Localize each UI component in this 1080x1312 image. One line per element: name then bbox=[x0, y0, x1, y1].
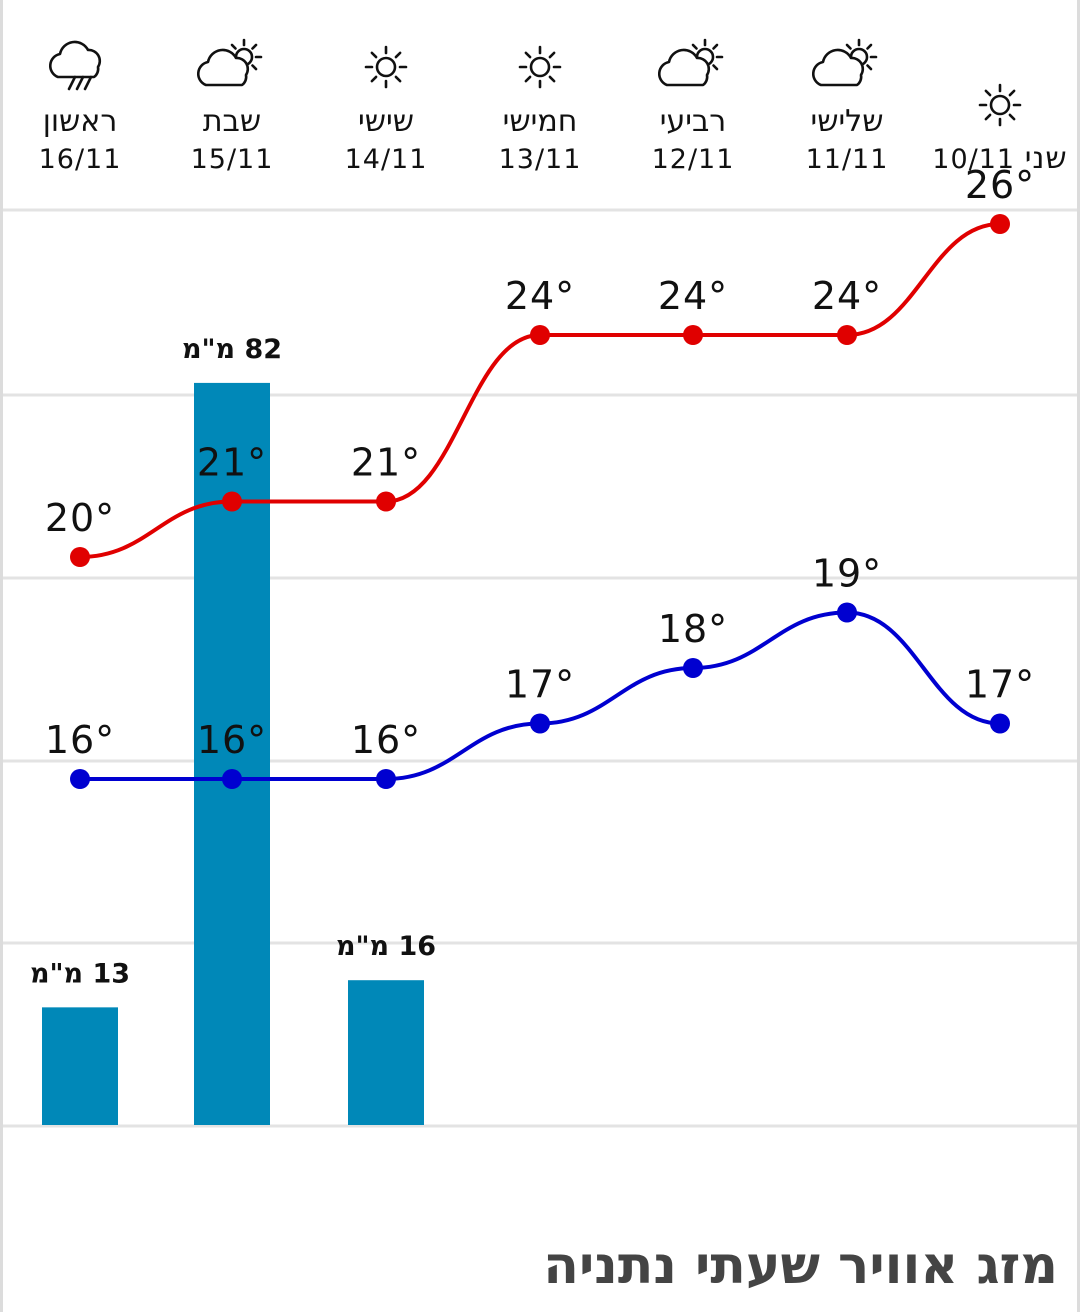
temperature-label: 24° bbox=[505, 274, 575, 318]
temperature-label: 18° bbox=[658, 607, 728, 651]
day-name: חמישי bbox=[503, 104, 578, 139]
temperature-point bbox=[990, 713, 1010, 734]
temperature-point bbox=[837, 325, 857, 345]
precipitation-bar bbox=[348, 980, 424, 1125]
day-name: ראשון bbox=[43, 104, 118, 139]
temperature-label: 17° bbox=[505, 663, 575, 707]
partly-cloudy-icon bbox=[196, 38, 263, 87]
temperature-label: 21° bbox=[197, 441, 267, 485]
temperature-point bbox=[530, 713, 550, 734]
temperature-label: 24° bbox=[658, 274, 728, 318]
temperature-point bbox=[376, 491, 396, 512]
day-date: 13/11 bbox=[499, 144, 582, 175]
day-name: שלישי bbox=[811, 104, 884, 139]
temperature-point bbox=[376, 769, 396, 789]
day-name: רביעי bbox=[660, 104, 726, 139]
day-header: 10/11 שני שלישי 11/11 רביעי 12/11 חמישי 13/11 ש… bbox=[39, 38, 1067, 176]
day-date: 11/11 bbox=[806, 144, 889, 175]
temperature-point bbox=[990, 214, 1010, 234]
temperature-point bbox=[70, 547, 90, 567]
temperature-label: 16° bbox=[45, 718, 115, 762]
temperature-label: 20° bbox=[45, 496, 115, 540]
temperature-label: 16° bbox=[197, 718, 267, 762]
page-title: מזג אוויר שעתי נתניה bbox=[543, 1236, 1058, 1296]
temperature-point bbox=[530, 325, 550, 345]
temperature-point bbox=[837, 602, 857, 623]
temperature-point bbox=[683, 658, 703, 678]
temperature-label: 16° bbox=[351, 718, 421, 762]
partly-cloudy-icon bbox=[811, 38, 878, 87]
day-date: 15/11 bbox=[191, 144, 274, 175]
temperature-lines bbox=[70, 214, 1010, 789]
temperature-label: 26° bbox=[965, 163, 1035, 207]
sun-icon bbox=[978, 83, 1022, 127]
frame-left-border bbox=[0, 0, 3, 1312]
precipitation-label: 82 מ"מ bbox=[182, 334, 282, 365]
sun-icon bbox=[364, 45, 408, 89]
day-name: שישי bbox=[358, 104, 414, 139]
chart-labels: 16 מ"מ 82 מ"מ 13 מ"מ 26° 24° 24° 24° 21° 21° 20° 1… bbox=[30, 163, 1035, 989]
rain-cloud-icon bbox=[48, 40, 102, 91]
day-name: שבת bbox=[203, 104, 261, 139]
temperature-point bbox=[683, 325, 703, 345]
frame-right-border bbox=[1077, 0, 1080, 1312]
temperature-label: 21° bbox=[351, 441, 421, 485]
precipitation-bar bbox=[42, 1007, 118, 1125]
temperature-label: 24° bbox=[812, 274, 882, 318]
precipitation-label: 13 מ"מ bbox=[30, 958, 130, 989]
sun-icon bbox=[518, 45, 562, 89]
temperature-point bbox=[70, 769, 90, 789]
weather-chart: 16 מ"מ 82 מ"מ 13 מ"מ 26° 24° 24° 24° 21° 21° 20° 1… bbox=[3, 38, 1077, 1128]
day-date: 12/11 bbox=[652, 144, 735, 175]
precipitation-label: 16 מ"מ bbox=[336, 931, 436, 962]
temperature-label: 17° bbox=[965, 663, 1035, 707]
day-date: 14/11 bbox=[345, 144, 428, 175]
partly-cloudy-icon bbox=[657, 38, 724, 87]
day-date: 16/11 bbox=[39, 144, 122, 175]
temperature-point bbox=[222, 769, 242, 789]
temperature-label: 19° bbox=[812, 552, 882, 596]
temperature-point bbox=[222, 491, 242, 512]
grid-lines bbox=[3, 208, 1077, 1128]
precipitation-bars bbox=[42, 382, 424, 1125]
day-label: 10/11 שני bbox=[932, 141, 1067, 176]
